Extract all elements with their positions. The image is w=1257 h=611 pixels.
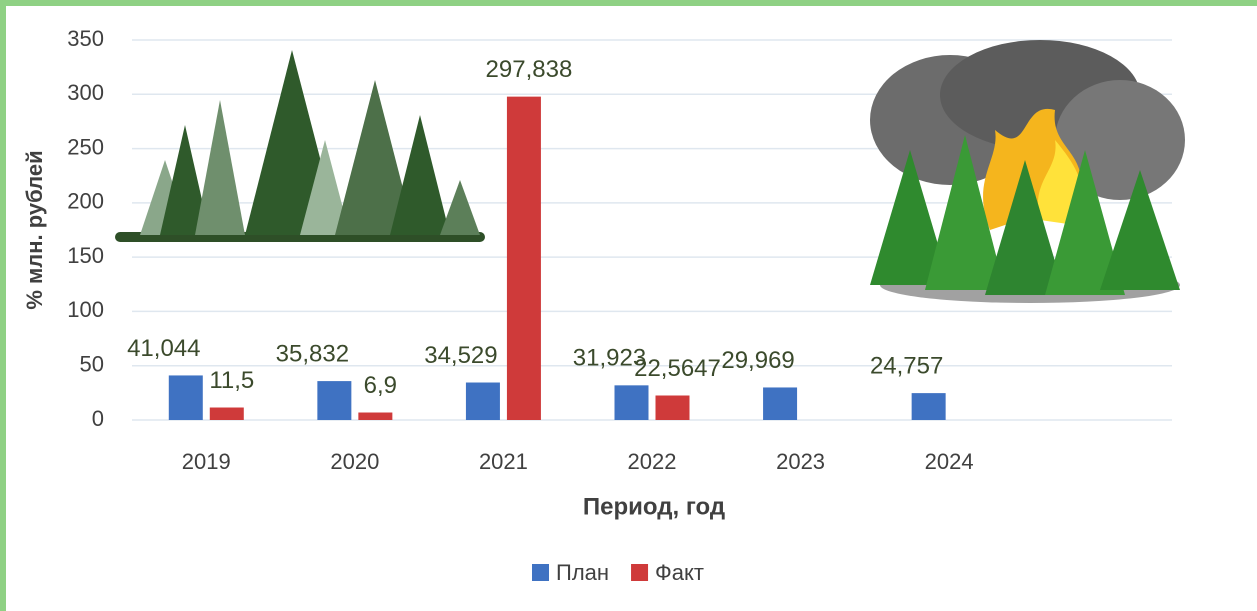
x-tick-label: 2024 xyxy=(925,449,974,474)
data-label: 31,923 xyxy=(573,345,646,372)
y-tick-label: 100 xyxy=(67,297,104,322)
marks xyxy=(168,96,946,420)
x-tick-label: 2021 xyxy=(479,449,528,474)
bar xyxy=(465,382,500,420)
y-tick-label: 300 xyxy=(67,80,104,105)
bar xyxy=(506,96,541,420)
y-tick-label: 200 xyxy=(67,189,104,214)
x-tick-label: 2019 xyxy=(182,449,231,474)
y-tick-label: 0 xyxy=(92,406,104,431)
data-label: 6,9 xyxy=(364,372,397,399)
data-label: 35,832 xyxy=(276,340,349,367)
legend-swatch xyxy=(532,564,549,581)
x-axis-label: Период, год xyxy=(583,493,725,520)
legend-label: Факт xyxy=(655,560,704,585)
fire-image xyxy=(870,40,1185,303)
bar xyxy=(209,407,244,420)
bar xyxy=(358,412,393,420)
y-tick-label: 150 xyxy=(67,243,104,268)
forest-image xyxy=(115,50,485,242)
data-label: 297,838 xyxy=(486,56,573,83)
y-tick-label: 50 xyxy=(80,352,104,377)
y-tick-label: 350 xyxy=(67,26,104,51)
bar xyxy=(655,395,690,420)
legend-label: План xyxy=(556,560,609,585)
y-axis-label: % млн. рублей xyxy=(22,150,47,309)
data-label: 11,5 xyxy=(209,367,254,394)
x-tick-label: 2020 xyxy=(330,449,379,474)
y-tick-label: 250 xyxy=(67,134,104,159)
data-label: 34,529 xyxy=(424,342,497,369)
bar xyxy=(911,393,946,420)
x-tick-label: 2023 xyxy=(776,449,825,474)
bar xyxy=(763,387,798,420)
data-label: 41,044 xyxy=(127,335,200,362)
data-label: 29,969 xyxy=(721,347,794,374)
data-label: 22,5647 xyxy=(634,355,721,382)
bar xyxy=(168,375,203,420)
bar xyxy=(614,385,649,420)
legend-swatch xyxy=(631,564,649,581)
bar xyxy=(317,381,352,420)
x-tick-label: 2022 xyxy=(628,449,677,474)
data-label: 24,757 xyxy=(870,352,943,379)
